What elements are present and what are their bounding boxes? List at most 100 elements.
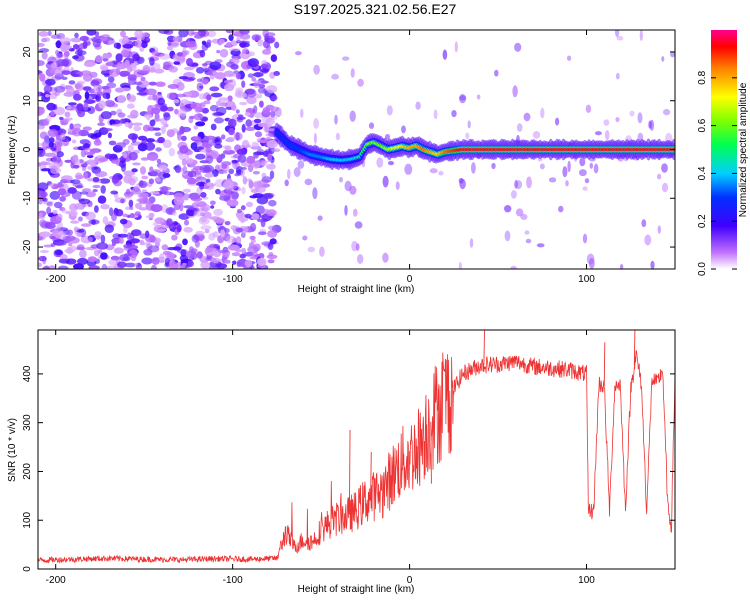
noise-blob (262, 107, 270, 114)
noise-blob (385, 134, 390, 140)
noise-blob (192, 210, 204, 217)
noise-blob (349, 110, 356, 122)
noise-blob (38, 70, 43, 74)
noise-blob (117, 233, 129, 238)
noise-blob (313, 64, 320, 75)
noise-blob (342, 56, 350, 61)
noise-blob (178, 213, 190, 220)
noise-blob (589, 162, 594, 169)
noise-blob (56, 151, 64, 158)
noise-blob (239, 101, 248, 106)
noise-blob (137, 192, 149, 199)
noise-blob (200, 261, 210, 269)
noise-blob (50, 236, 56, 240)
noise-blob (239, 30, 250, 35)
noise-blob (146, 151, 159, 161)
noise-blob (458, 177, 464, 184)
noise-blob (250, 213, 260, 220)
noise-blob (171, 234, 178, 241)
noise-blob (80, 223, 92, 227)
noise-blob (68, 80, 76, 85)
noise-blob (438, 170, 444, 176)
noise-blob (71, 139, 77, 144)
noise-blob (307, 246, 315, 253)
noise-blob (140, 157, 149, 161)
noise-blob (210, 200, 216, 206)
noise-blob (183, 226, 193, 233)
colorbar-ticks: 0.0 0.2 0.4 0.6 0.8 (697, 70, 737, 276)
noise-blob (253, 152, 259, 159)
noise-blob (94, 231, 102, 240)
noise-blob (579, 157, 586, 167)
noise-blob (49, 190, 61, 200)
noise-blob (252, 160, 261, 169)
noise-blob (657, 225, 661, 234)
noise-blob (117, 112, 126, 118)
noise-blob (158, 53, 171, 60)
noise-blob (61, 70, 71, 75)
noise-blob (266, 85, 278, 94)
noise-blob (145, 88, 157, 96)
noise-blob (241, 186, 246, 195)
noise-blob (133, 81, 143, 85)
noise-blob (46, 115, 52, 123)
noise-blob (41, 51, 48, 60)
noise-blob (102, 92, 110, 99)
noise-blob (214, 217, 225, 225)
noise-blob (93, 85, 99, 93)
noise-blob (97, 195, 107, 204)
noise-blob (266, 163, 276, 170)
noise-blob (235, 132, 240, 141)
noise-blob (162, 139, 172, 149)
noise-blob (584, 178, 590, 184)
noise-blob (467, 120, 471, 129)
noise-blob (236, 208, 243, 214)
noise-blob (99, 178, 111, 184)
noise-blob (58, 258, 70, 264)
noise-blob (214, 117, 224, 124)
noise-blob (230, 40, 238, 47)
noise-blob (182, 262, 187, 267)
noise-blob (205, 178, 211, 184)
noise-blob (404, 163, 413, 175)
noise-blob (129, 206, 134, 210)
noise-blob (108, 259, 118, 266)
noise-blob (257, 257, 267, 266)
snr-spike (603, 342, 606, 387)
noise-blob (210, 205, 215, 209)
noise-blob (174, 93, 187, 98)
noise-blob (74, 50, 87, 56)
noise-blob (154, 228, 167, 232)
noise-blob (523, 112, 531, 122)
noise-blob (223, 169, 228, 174)
noise-blob (97, 122, 105, 126)
snr-plot-area (38, 330, 675, 564)
noise-blob (73, 226, 78, 232)
noise-blob (101, 263, 108, 269)
noise-blob (122, 213, 129, 218)
noise-blob (237, 154, 247, 163)
noise-blob (103, 73, 111, 78)
noise-blob (92, 184, 101, 189)
noise-blob (203, 100, 211, 105)
noise-blob (58, 241, 67, 246)
noise-blob (202, 78, 209, 85)
noise-blob (71, 155, 79, 165)
noise-blob (532, 131, 541, 139)
noise-blob (193, 125, 199, 130)
noise-blob (38, 212, 43, 217)
snr-y-label: SNR (10 * v/v) (7, 418, 18, 482)
noise-blob (96, 242, 109, 250)
noise-blob (73, 93, 82, 101)
noise-blob (87, 151, 95, 155)
noise-blob (176, 224, 182, 233)
noise-blob (140, 76, 146, 81)
noise-blob (87, 236, 93, 243)
noise-blob (92, 176, 100, 183)
x-tick-label: 100 (578, 274, 595, 285)
noise-blob (97, 249, 103, 254)
noise-blob (226, 199, 239, 207)
noise-blob (514, 42, 522, 52)
noise-blob (201, 63, 208, 67)
noise-blob (137, 135, 148, 141)
